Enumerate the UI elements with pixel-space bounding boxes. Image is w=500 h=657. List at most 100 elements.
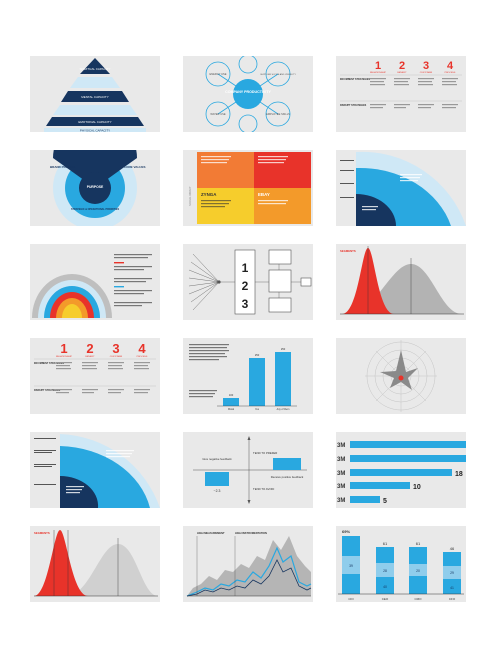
slide-bell-2[interactable]: SEGMENTS <box>30 526 160 602</box>
slide-quarter[interactable] <box>336 150 466 226</box>
quad-bottom-right <box>254 188 311 224</box>
bar-cat-2: Yes <box>255 408 260 411</box>
slide-productivity[interactable]: COMPANY PRODUCTIVITY ENERGY USE SUPPLIER… <box>183 56 313 132</box>
stacked-mid-3: 20 <box>416 569 420 573</box>
header-1: RELATIONSHIP <box>370 71 386 74</box>
hbar-value-3: 18 <box>455 471 463 478</box>
node-circle-1 <box>205 61 231 87</box>
row-label-1: INCUMBENT STRATEGIES <box>340 78 371 81</box>
quad-label-zynga: ZYNGA <box>201 192 217 197</box>
pyramid-level-2 <box>61 91 129 102</box>
slide-tend[interactable]: TEND TO PREFER TEND TO AVOID Give negati… <box>183 432 313 508</box>
slide-quarter-2[interactable] <box>30 432 160 508</box>
pyramid-label-3: EMOTIONAL CAPACITY <box>78 120 111 124</box>
stacked-bottom-2: 40 <box>383 585 387 589</box>
pyramid-level-3-body <box>53 105 137 115</box>
hbar-1 <box>350 441 466 448</box>
header2-4: PROCESS <box>137 356 148 358</box>
bell2-label: SEGMENTS <box>34 531 50 535</box>
hbar-value-4: 10 <box>413 484 421 491</box>
slide-rainbow[interactable] <box>30 244 160 320</box>
header2-2: BENEFIT <box>85 356 95 358</box>
slide-numbered-2[interactable]: 1 2 3 4 RELATIONSHIP BENEFIT CUSTOMER PR… <box>30 338 160 414</box>
node-label-3: WATER USE <box>210 112 225 116</box>
hbar-label-3: 3M <box>337 471 345 477</box>
purpose-diagram: BRAND PROMISE CORE VALUES PURPOSE STRATE… <box>50 150 145 226</box>
slide-pyramid[interactable]: SPIRITUAL CAPACITY MENTAL CAPACITY EMOTI… <box>30 56 160 132</box>
slide-area[interactable]: HIGH MEASUREMENT HIGH INSTRUMENTATION <box>183 526 313 602</box>
pyramid-base <box>44 128 146 132</box>
pyramid-level-1-body <box>70 77 120 88</box>
slide-stacked[interactable]: 69% 61 61 46 39 28 20 29 40 41 CIO CEO <box>336 526 466 602</box>
center-circle <box>233 79 263 109</box>
step-2: 2 <box>242 279 249 293</box>
node-label-4: EMPLOYEE SKILLS <box>266 112 290 116</box>
navy-line <box>186 559 312 597</box>
bell-chart: SEGMENTS <box>340 246 464 315</box>
radial-shape <box>380 350 418 390</box>
pyramid-level-1 <box>80 58 110 74</box>
radial-center <box>398 375 404 381</box>
pyramid-label-1: SPIRITUAL CAPACITY <box>79 67 110 71</box>
number2-4: 4 <box>138 341 146 356</box>
node-circle-3 <box>205 101 231 127</box>
top-label: TEND TO PREFER <box>253 451 277 455</box>
center-label: COMPANY PRODUCTIVITY <box>225 90 271 94</box>
number-4: 4 <box>447 60 454 72</box>
bell-label: SEGMENTS <box>340 249 356 253</box>
quarter-circle-diagram <box>340 151 466 226</box>
bell-chart-2: SEGMENTS <box>34 530 158 597</box>
stacked-cat-2: CEO <box>382 597 389 601</box>
slide-radial[interactable] <box>336 338 466 414</box>
pyramid-label-2: MENTAL CAPACITY <box>81 95 108 99</box>
hbar-label-2: 3M <box>337 457 345 463</box>
slide-numbered[interactable]: 1 2 3 4 RELATIONSHIP BENEFIT CUSTOMER PR… <box>336 56 466 132</box>
hbars-chart: 3M 3M 3M 3M 3M 18 10 5 <box>337 441 466 505</box>
row2-label-2: DISRUPT STRATEGIES <box>34 389 61 392</box>
stacked-top-2: 61 <box>383 541 388 546</box>
hbar-3 <box>350 469 452 476</box>
step-3: 3 <box>242 297 249 311</box>
node-label-1: ENERGY USE <box>210 72 227 76</box>
bar-cat-1: Moral <box>228 408 234 411</box>
bar-2 <box>249 358 265 406</box>
header-2: BENEFIT <box>397 72 407 74</box>
stacked-chart: 69% 61 61 46 39 28 20 29 40 41 CIO CEO <box>338 529 464 601</box>
slide-bell[interactable]: SEGMENTS <box>336 244 466 320</box>
slide-bars3[interactable]: 100 250 250 Moral Yes Any of them <box>183 338 313 414</box>
area-label-2: HIGH INSTRUMENTATION <box>235 531 267 535</box>
grey-area <box>187 536 311 596</box>
slide-purpose[interactable]: BRAND PROMISE CORE VALUES PURPOSE STRATE… <box>30 150 160 226</box>
area-label-1: HIGH MEASUREMENT <box>197 531 225 535</box>
stacked-mid-1: 39 <box>349 564 353 568</box>
rainbow-diagram <box>32 254 152 318</box>
stacked-top-4: 46 <box>450 546 455 551</box>
arc-6 <box>62 304 82 318</box>
brand-wedge <box>53 150 137 188</box>
right-bar <box>273 458 301 470</box>
flow-diagram: 1 2 3 <box>188 249 312 315</box>
hbar-4 <box>350 482 410 489</box>
number2-2: 2 <box>86 341 93 356</box>
numbered-table-2: 1 2 3 4 RELATIONSHIP BENEFIT CUSTOMER PR… <box>34 341 156 394</box>
slide-matrix[interactable]: SOCIAL IMPACT ZYNGA EBAY <box>183 150 313 226</box>
numbered-table: 1 2 3 4 RELATIONSHIP BENEFIT CUSTOMER PR… <box>340 60 462 109</box>
left-label: Give negative feedback <box>202 457 232 461</box>
red-curve-2 <box>34 530 88 596</box>
node-label-2: SUPPLIER SCOPE AND VISIBILITY <box>260 73 296 76</box>
stacked-mid-4: 29 <box>450 571 454 575</box>
slide-hbars[interactable]: 3M 3M 3M 3M 3M 18 10 5 <box>336 432 466 508</box>
stacked-top-label: 69% <box>342 529 350 534</box>
bar-value-1: 100 <box>229 393 234 397</box>
row-label-2: DISRUPT STRATEGIES <box>340 104 367 107</box>
stacked-mid-2: 28 <box>383 569 387 573</box>
header2-1: RELATIONSHIP <box>56 355 72 358</box>
slide-flow[interactable]: 1 2 3 <box>183 244 313 320</box>
stacked-cat-4: CFO <box>449 597 456 601</box>
bar-value-3: 250 <box>281 347 286 351</box>
number-2: 2 <box>399 60 405 72</box>
hbar-2 <box>350 455 466 462</box>
hbar-5 <box>350 496 380 503</box>
core-circle <box>79 172 111 204</box>
stacked-cat-3: CMO <box>415 597 423 601</box>
